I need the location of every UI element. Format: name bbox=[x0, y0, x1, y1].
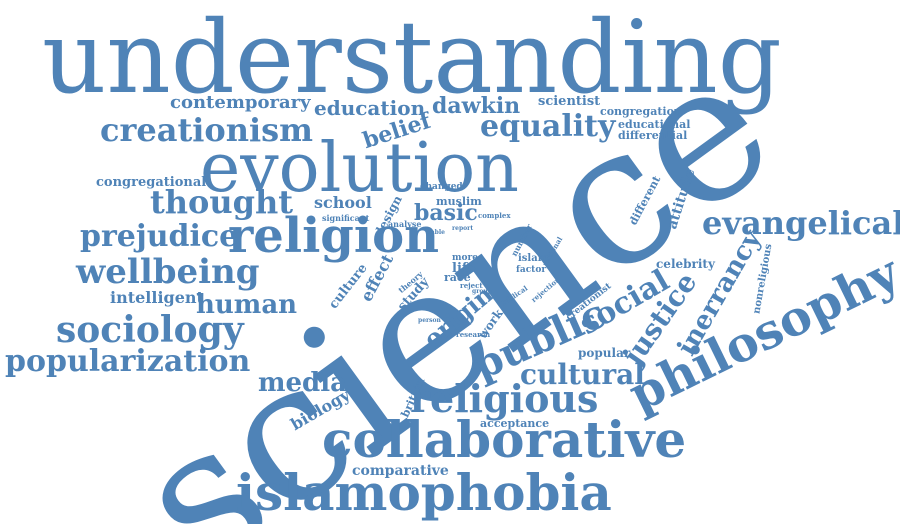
word-creationism: creationism bbox=[100, 111, 314, 149]
word-person: person bbox=[418, 317, 441, 324]
word-evolution: evolution bbox=[200, 129, 519, 208]
word-education: education bbox=[314, 96, 426, 120]
word-educational: educational bbox=[618, 118, 691, 131]
word-basic: basic bbox=[414, 200, 478, 226]
word-scientist: scientist bbox=[538, 94, 601, 109]
word-human: human bbox=[196, 290, 298, 320]
word-islam: islam bbox=[518, 253, 549, 264]
word-table: table bbox=[428, 229, 445, 236]
word-school: school bbox=[314, 193, 372, 212]
word-popular: popular bbox=[578, 346, 631, 360]
word-cultural: cultural bbox=[520, 358, 645, 391]
word-complex: complex bbox=[478, 211, 511, 220]
word-celebrity: celebrity bbox=[656, 257, 715, 271]
word-popularization: popularization bbox=[5, 344, 251, 379]
word-media: media bbox=[258, 368, 347, 398]
word-research: research bbox=[456, 330, 491, 339]
word-congregational: congregational bbox=[96, 175, 207, 190]
word-acceptance: acceptance bbox=[480, 417, 550, 430]
word-analyse: analyse bbox=[388, 219, 422, 229]
word-report: report bbox=[452, 225, 474, 232]
word-factor: factor bbox=[516, 265, 547, 275]
word-changed: changed bbox=[420, 182, 463, 192]
word-race: race bbox=[444, 271, 471, 284]
word-islamophobia: islamophobia bbox=[236, 463, 612, 522]
word-dawkin: dawkin bbox=[432, 93, 521, 119]
word-religious: religious bbox=[410, 376, 599, 421]
word-thought: thought bbox=[150, 183, 294, 221]
word-religion: religion bbox=[228, 208, 440, 264]
word-congregation: congregation bbox=[600, 105, 682, 118]
word-more: more bbox=[452, 253, 478, 263]
word-differential: differential bbox=[618, 129, 688, 142]
word-life: life bbox=[452, 261, 476, 276]
word-intelligent: intelligent bbox=[110, 288, 204, 307]
word-sociology: sociology bbox=[56, 309, 244, 351]
word-group: group bbox=[472, 288, 492, 295]
word-collaborative: collaborative bbox=[322, 410, 687, 469]
word-understanding: understanding bbox=[42, 0, 782, 116]
word-prejudice: prejudice bbox=[80, 219, 239, 254]
word-evangelical: evangelical bbox=[702, 204, 900, 242]
word-wellbeing: wellbeing bbox=[76, 252, 260, 292]
word-reject: reject bbox=[460, 281, 483, 290]
word-equality: equality bbox=[480, 109, 616, 144]
word-comparative: comparative bbox=[352, 463, 449, 479]
word-muslim: muslim bbox=[436, 195, 482, 208]
word-contemporary: contemporary bbox=[170, 92, 311, 113]
word-significant: significant bbox=[322, 213, 370, 223]
